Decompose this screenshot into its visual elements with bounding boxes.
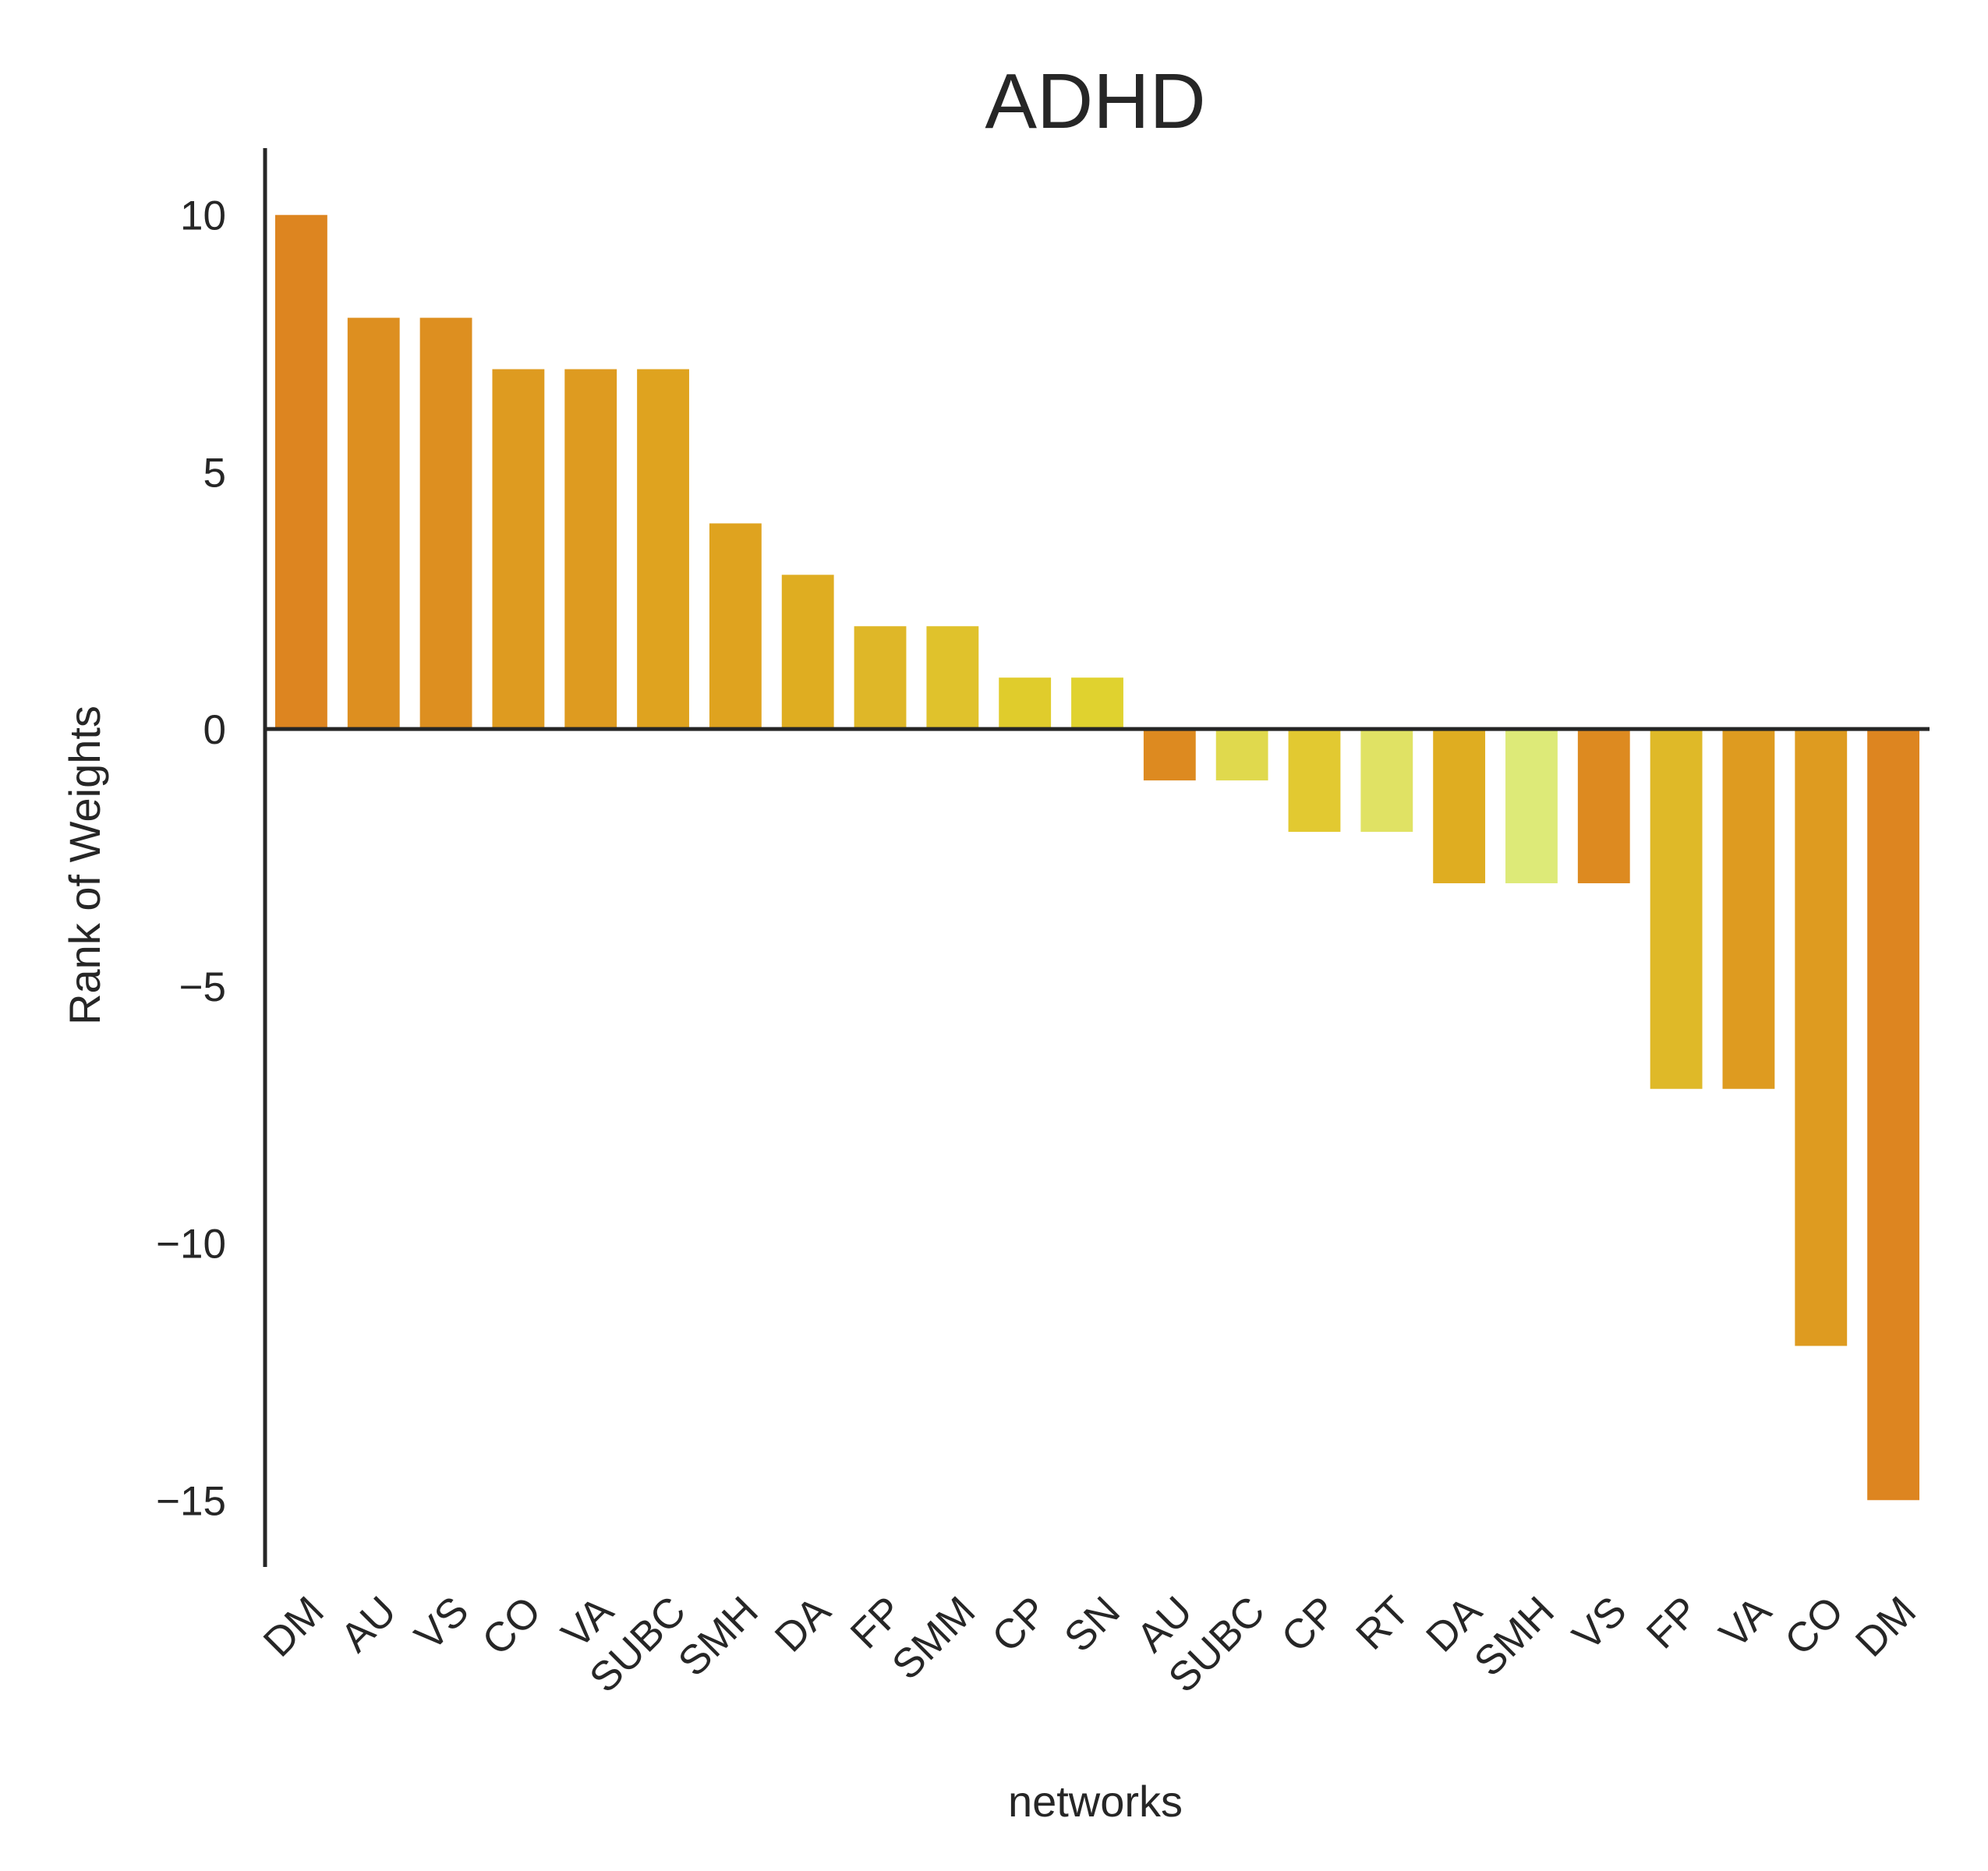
bar-fp-8: [854, 626, 907, 730]
x-tick-label: FP: [1638, 1588, 1708, 1658]
bar-smh-17: [1505, 729, 1558, 883]
x-tick-label: VS: [1564, 1588, 1636, 1660]
x-tick-label: DM: [1847, 1588, 1925, 1666]
bar-rt-15: [1360, 729, 1413, 833]
y-tick-label: 10: [180, 193, 226, 239]
y-tick-label: 5: [203, 450, 226, 496]
bar-co-21: [1795, 729, 1848, 1346]
y-tick-label: −10: [156, 1222, 226, 1268]
bar-dm-0: [274, 214, 327, 730]
y-tick-labels: 10 5 0 −5 −10 −15: [156, 193, 226, 1525]
bar-subc-13: [1215, 729, 1268, 781]
bar-subc-5: [637, 369, 689, 730]
x-tick-label: CP: [1273, 1588, 1346, 1661]
bars-group: [274, 214, 1920, 1501]
x-tick-label: RT: [1347, 1588, 1418, 1659]
x-tick-label: SMH: [1466, 1588, 1563, 1685]
x-tick-label: DM: [255, 1588, 333, 1666]
bar-da-16: [1433, 729, 1486, 883]
y-tick-label: −15: [156, 1478, 226, 1524]
bar-cp-14: [1288, 729, 1341, 833]
y-tick-label: 0: [203, 707, 226, 753]
x-tick-label: SMH: [670, 1588, 767, 1685]
bar-vs-2: [419, 317, 472, 730]
bar-sn-11: [1071, 677, 1123, 730]
x-tick-label: SN: [1056, 1588, 1129, 1661]
chart-title: ADHD: [985, 58, 1205, 145]
y-tick-label: −5: [179, 964, 226, 1010]
bar-au-12: [1143, 729, 1196, 781]
x-tick-label: AU: [332, 1588, 405, 1661]
x-tick-label: CP: [983, 1588, 1056, 1661]
bar-smh-6: [709, 523, 762, 730]
bar-da-7: [781, 575, 834, 730]
bar-va-20: [1722, 729, 1775, 1089]
bar-smm-9: [926, 626, 979, 730]
x-tick-label: SMM: [883, 1588, 984, 1689]
bar-vs-18: [1577, 729, 1630, 883]
x-tick-label: CO: [473, 1588, 550, 1664]
x-axis-label: networks: [1008, 1777, 1183, 1826]
bar-va-4: [564, 369, 617, 730]
x-tick-label: VA: [1710, 1587, 1780, 1657]
x-tick-label: CO: [1776, 1588, 1852, 1664]
bar-au-1: [347, 317, 400, 730]
bar-dm-22: [1867, 729, 1920, 1501]
bar-cp-10: [999, 677, 1052, 730]
bar-fp-19: [1650, 729, 1703, 1089]
x-tick-label: DA: [766, 1587, 840, 1661]
bar-co-3: [492, 369, 545, 730]
x-tick-label: VS: [406, 1588, 478, 1660]
y-axis-label: Rank of Weights: [60, 706, 109, 1025]
